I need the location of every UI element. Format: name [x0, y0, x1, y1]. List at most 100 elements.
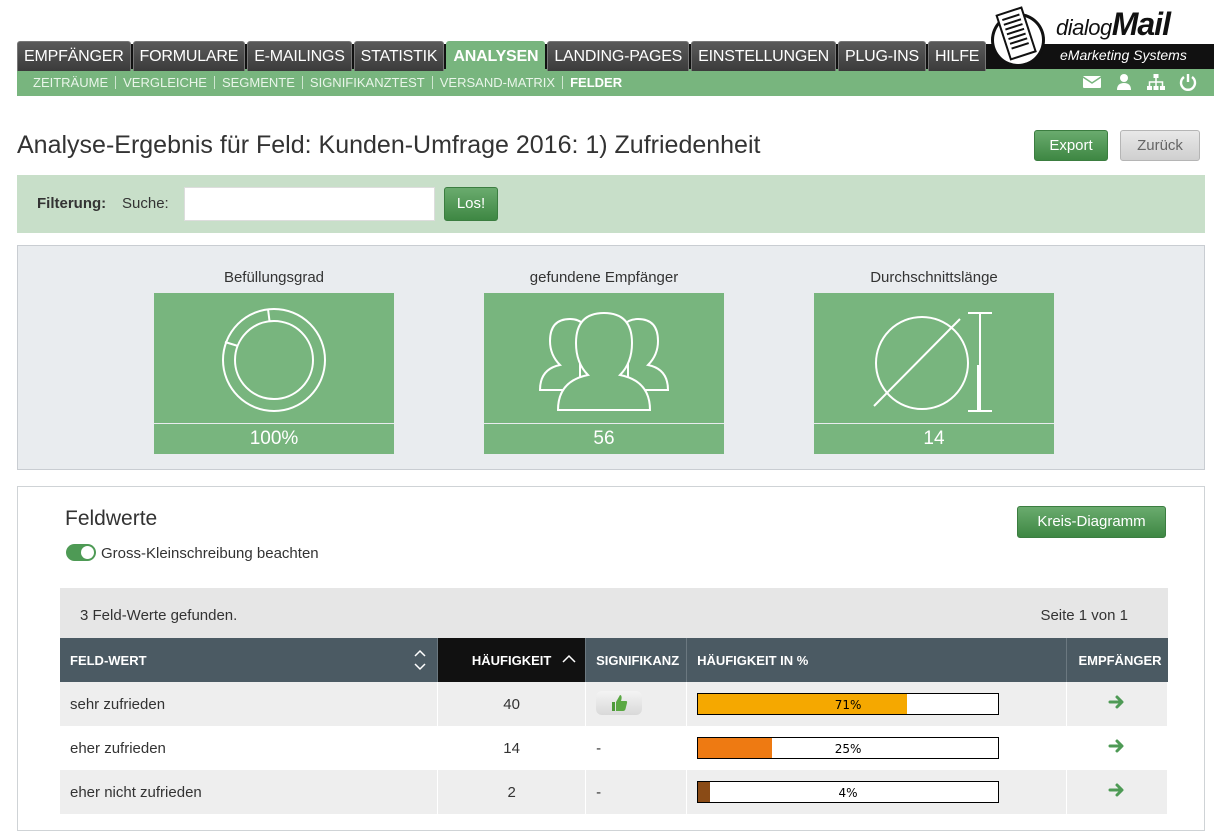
- percent-bar-label: 4%: [838, 786, 858, 800]
- significance-cell: [585, 682, 688, 726]
- subnav-segmente[interactable]: SEGMENTE: [213, 76, 302, 89]
- subnav-versand-matrix[interactable]: VERSAND-MATRIX: [431, 76, 562, 89]
- stat-value: 100%: [154, 424, 394, 454]
- logo-mail-text: Mail: [1111, 6, 1171, 42]
- stat-tile: [814, 293, 1054, 423]
- column-header-frequency-percent[interactable]: HÄUFIGKEIT IN %: [686, 638, 1067, 682]
- page-title: Analyse-Ergebnis für Feld: Kunden-Umfrag…: [17, 131, 761, 159]
- results-count: 3 Feld-Werte gefunden.: [80, 607, 238, 624]
- top-icons: [1082, 72, 1198, 92]
- recipients-cell: [1066, 770, 1169, 814]
- nav-tab-analysen[interactable]: ANALYSEN: [446, 41, 546, 71]
- column-header-frequency[interactable]: HÄUFIGKEIT: [437, 638, 587, 682]
- dialogmail-logo[interactable]: dialogMail eMarketing Systems: [988, 2, 1210, 72]
- percent-bar: 71%: [697, 693, 1000, 715]
- back-button[interactable]: Zurück: [1120, 130, 1200, 161]
- significance-cell: -: [585, 770, 688, 814]
- field-values-panel: Feldwerte Kreis-Diagramm Gross-Kleinschr…: [17, 486, 1205, 831]
- field-value-cell: eher zufrieden: [60, 726, 439, 770]
- nav-tab-einstellungen[interactable]: EINSTELLUNGEN: [691, 41, 836, 71]
- stat-value: 14: [814, 424, 1054, 454]
- user-icon[interactable]: [1114, 72, 1134, 92]
- nav-tab-statistik[interactable]: STATISTIK: [353, 41, 445, 71]
- stat-label: Durchschnittslänge: [870, 269, 998, 286]
- column-label: SIGNIFIKANZ: [596, 652, 680, 668]
- export-button[interactable]: Export: [1034, 130, 1108, 161]
- column-header-significance[interactable]: SIGNIFIKANZ: [585, 638, 688, 682]
- table-row: eher nicht zufrieden 2 - 4%: [60, 770, 1169, 814]
- stat-label: gefundene Empfänger: [529, 269, 679, 286]
- filter-bar: Filterung: Suche: Los!: [17, 175, 1205, 233]
- thumbs-up-icon: [596, 691, 643, 715]
- search-input[interactable]: [184, 187, 435, 221]
- pie-chart-button[interactable]: Kreis-Diagramm: [1017, 506, 1166, 538]
- nav-tab-landing-pages[interactable]: LANDING-PAGES: [547, 41, 690, 71]
- frequency-percent-cell: 71%: [686, 682, 1067, 726]
- frequency-percent-cell: 25%: [686, 726, 1067, 770]
- subnav-signifikanztest[interactable]: SIGNIFIKANZTEST: [301, 76, 432, 89]
- power-icon[interactable]: [1178, 72, 1198, 92]
- stats-panel: Befüllungsgrad 100% gefundene Empfänger …: [17, 245, 1205, 470]
- nav-tab-e-mailings[interactable]: E-MAILINGS: [247, 41, 352, 71]
- significance-cell: -: [585, 726, 688, 770]
- frequency-percent-cell: 4%: [686, 770, 1067, 814]
- nav-tab-hilfe[interactable]: HILFE: [927, 41, 987, 71]
- sort-asc-icon: [562, 654, 576, 663]
- field-value-cell: eher nicht zufrieden: [60, 770, 439, 814]
- search-label: Suche:: [122, 195, 169, 212]
- recipients-cell: [1066, 682, 1169, 726]
- main-navigation: EMPFÄNGER FORMULARE E-MAILINGS STATISTIK…: [17, 41, 988, 71]
- arrow-right-icon[interactable]: [1106, 779, 1128, 801]
- nav-tab-plug-ins[interactable]: PLUG-INS: [837, 41, 926, 71]
- donut-chart-icon: [222, 308, 326, 412]
- sub-navigation: ZEITRÄUME VERGLEICHE SEGMENTE SIGNIFIKAN…: [26, 69, 629, 96]
- case-sensitive-toggle[interactable]: [66, 544, 96, 561]
- recipients-cell: [1066, 726, 1169, 770]
- stat-label: Befüllungsgrad: [223, 269, 325, 286]
- results-info-bar: 3 Feld-Werte gefunden. Seite 1 von 1: [60, 588, 1168, 638]
- frequency-cell: 40: [437, 682, 587, 726]
- sort-both-icon: [414, 649, 426, 671]
- percent-bar-label: 25%: [834, 742, 862, 756]
- percent-bar: 4%: [697, 781, 1000, 803]
- stat-tile: [484, 293, 724, 423]
- subnav-strip: [17, 69, 1214, 96]
- table-row: eher zufrieden 14 - 25%: [60, 726, 1169, 770]
- diameter-length-icon: [873, 312, 992, 412]
- mail-icon[interactable]: [1082, 72, 1102, 92]
- table-header-row: FELD-WERT HÄUFIGKEIT SIGNIFIKANZ HÄUFIGK…: [60, 638, 1168, 682]
- subnav-felder[interactable]: FELDER: [562, 76, 629, 89]
- percent-bar-fill: [698, 694, 907, 714]
- nav-tab-formulare[interactable]: FORMULARE: [132, 41, 246, 71]
- top-bar: EMPFÄNGER FORMULARE E-MAILINGS STATISTIK…: [0, 0, 1214, 96]
- filter-label: Filterung:: [37, 195, 107, 212]
- column-label: EMPFÄNGER: [1078, 652, 1162, 668]
- column-header-field-value[interactable]: FELD-WERT: [60, 638, 439, 682]
- subnav-vergleiche[interactable]: VERGLEICHE: [115, 76, 214, 89]
- subnav-zeitraeume[interactable]: ZEITRÄUME: [33, 75, 109, 90]
- field-value-cell: sehr zufrieden: [60, 682, 439, 726]
- sitemap-icon[interactable]: [1146, 72, 1166, 92]
- table-row: sehr zufrieden 40 71%: [60, 682, 1169, 726]
- column-header-recipients[interactable]: EMPFÄNGER: [1066, 638, 1168, 682]
- nav-tab-empfaenger[interactable]: EMPFÄNGER: [17, 41, 131, 71]
- column-label: HÄUFIGKEIT IN %: [697, 652, 809, 668]
- logo-badge-icon: [991, 6, 1045, 67]
- stat-tile: [154, 293, 394, 423]
- users-group-icon: [538, 311, 670, 411]
- percent-bar-label: 71%: [834, 698, 862, 712]
- case-sensitive-label: Gross-Kleinschreibung beachten: [101, 545, 319, 562]
- field-values-table: FELD-WERT HÄUFIGKEIT SIGNIFIKANZ HÄUFIGK…: [60, 638, 1169, 814]
- go-button[interactable]: Los!: [444, 187, 498, 221]
- column-label: FELD-WERT: [70, 652, 147, 668]
- arrow-right-icon[interactable]: [1106, 735, 1128, 757]
- frequency-cell: 2: [437, 770, 587, 814]
- percent-bar-fill: [698, 782, 710, 802]
- column-label: HÄUFIGKEIT: [471, 652, 552, 668]
- frequency-cell: 14: [437, 726, 587, 770]
- logo-wordmark: dialogMail: [1056, 6, 1171, 43]
- stat-value: 56: [484, 424, 724, 454]
- logo-subtitle: eMarketing Systems: [1060, 47, 1187, 63]
- arrow-right-icon[interactable]: [1106, 691, 1128, 713]
- percent-bar: 25%: [697, 737, 1000, 759]
